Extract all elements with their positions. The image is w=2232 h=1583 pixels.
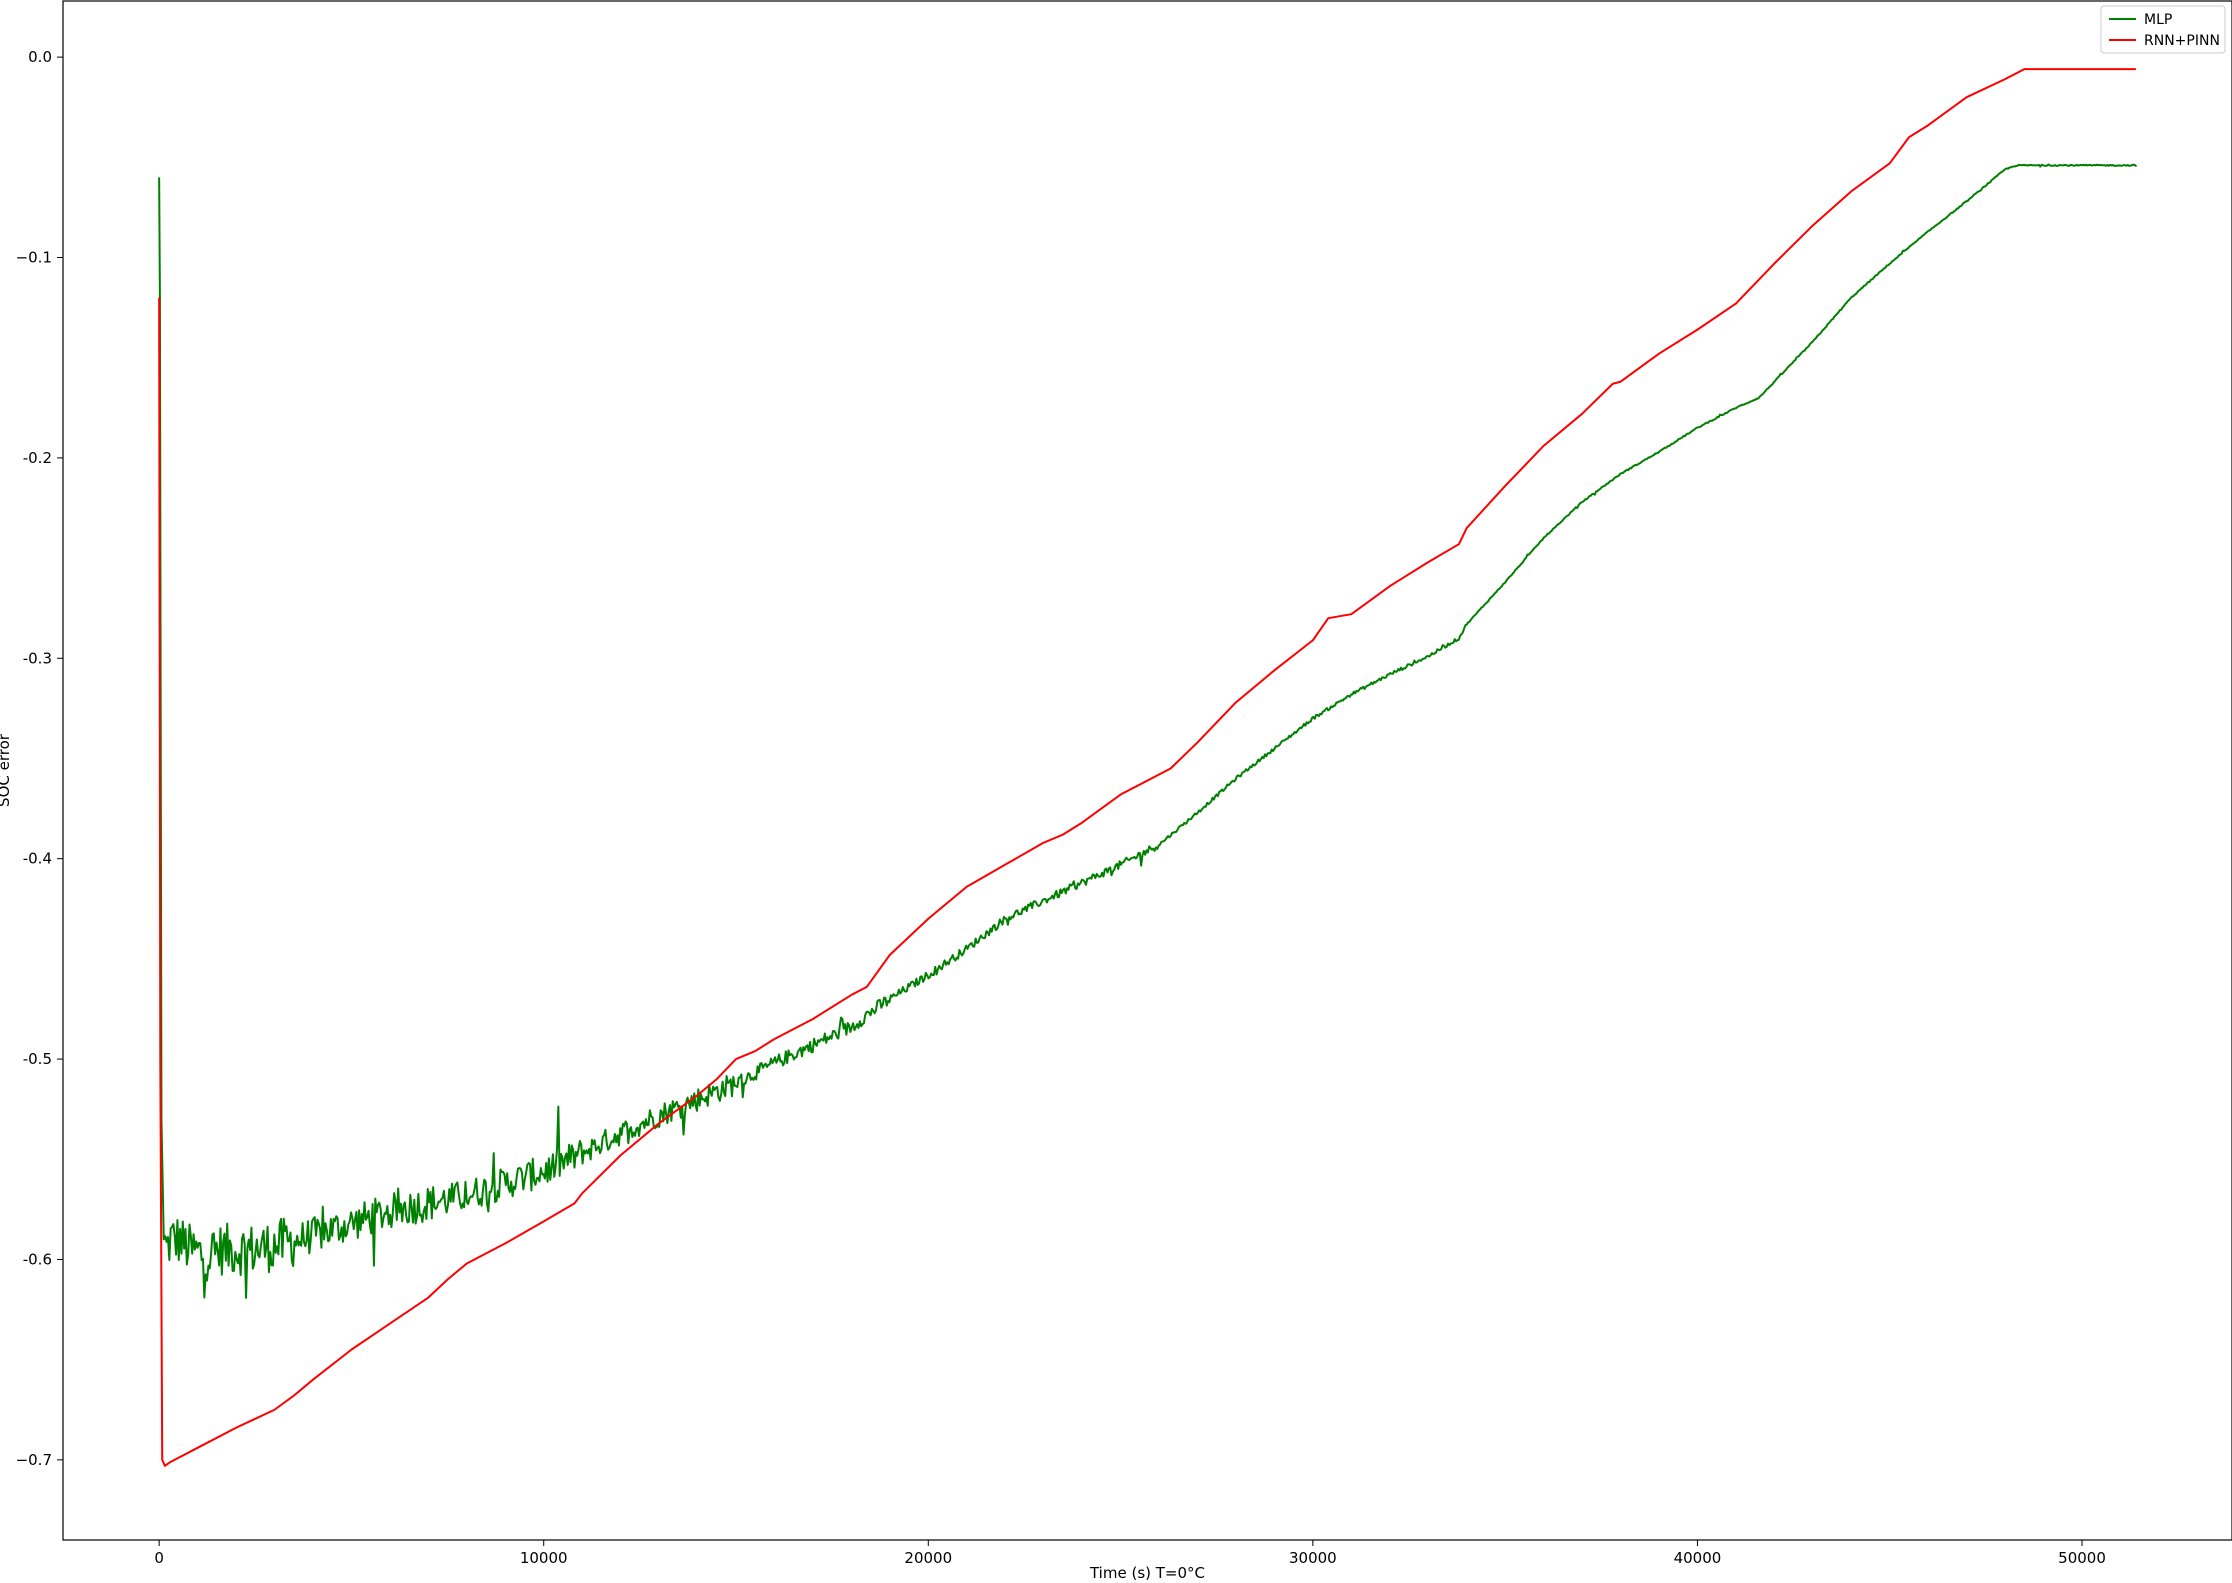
x-tick-label: 20000 — [904, 1549, 952, 1567]
y-tick-label: -0.4 — [23, 850, 52, 868]
y-tick-label: −0.7 — [16, 1451, 52, 1469]
x-tick-label: 0 — [154, 1549, 164, 1567]
y-tick-label: -0.3 — [23, 649, 52, 667]
x-tick-label: 30000 — [1289, 1549, 1337, 1567]
y-tick-label: 0.0 — [28, 48, 52, 66]
y-axis-label: SOC error — [0, 733, 13, 807]
y-axis: 0.0 −0.1 -0.2 -0.3 -0.4 -0.5 -0.6 −0.7 — [16, 48, 63, 1469]
x-tick-label: 10000 — [520, 1549, 568, 1567]
series-line-0 — [158, 163, 2137, 1299]
legend-label: RNN+PINN — [2144, 33, 2220, 49]
y-tick-label: −0.1 — [16, 249, 52, 267]
legend: MLP RNN+PINN — [2100, 5, 2226, 54]
axes-frame — [62, 0, 2232, 1541]
x-axis: 0 10000 20000 30000 40000 50000 — [154, 1540, 2106, 1567]
x-tick-label: 50000 — [2058, 1549, 2106, 1567]
legend-label: MLP — [2144, 12, 2172, 28]
legend-box — [2100, 5, 2226, 54]
plot-area — [62, 0, 2232, 1541]
y-tick-label: -0.6 — [23, 1250, 52, 1268]
x-axis-label: Time (s) T=0°C — [1089, 1564, 1205, 1582]
x-tick-label: 40000 — [1674, 1549, 1722, 1567]
y-tick-label: -0.2 — [23, 449, 52, 467]
series-layer — [158, 68, 2137, 1467]
y-tick-label: -0.5 — [23, 1050, 52, 1068]
series-line-1 — [158, 68, 2136, 1467]
